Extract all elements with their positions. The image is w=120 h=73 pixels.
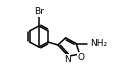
Text: NH₂: NH₂	[91, 39, 108, 48]
Text: N: N	[64, 55, 71, 64]
Text: Br: Br	[34, 7, 44, 16]
Text: O: O	[78, 53, 85, 62]
